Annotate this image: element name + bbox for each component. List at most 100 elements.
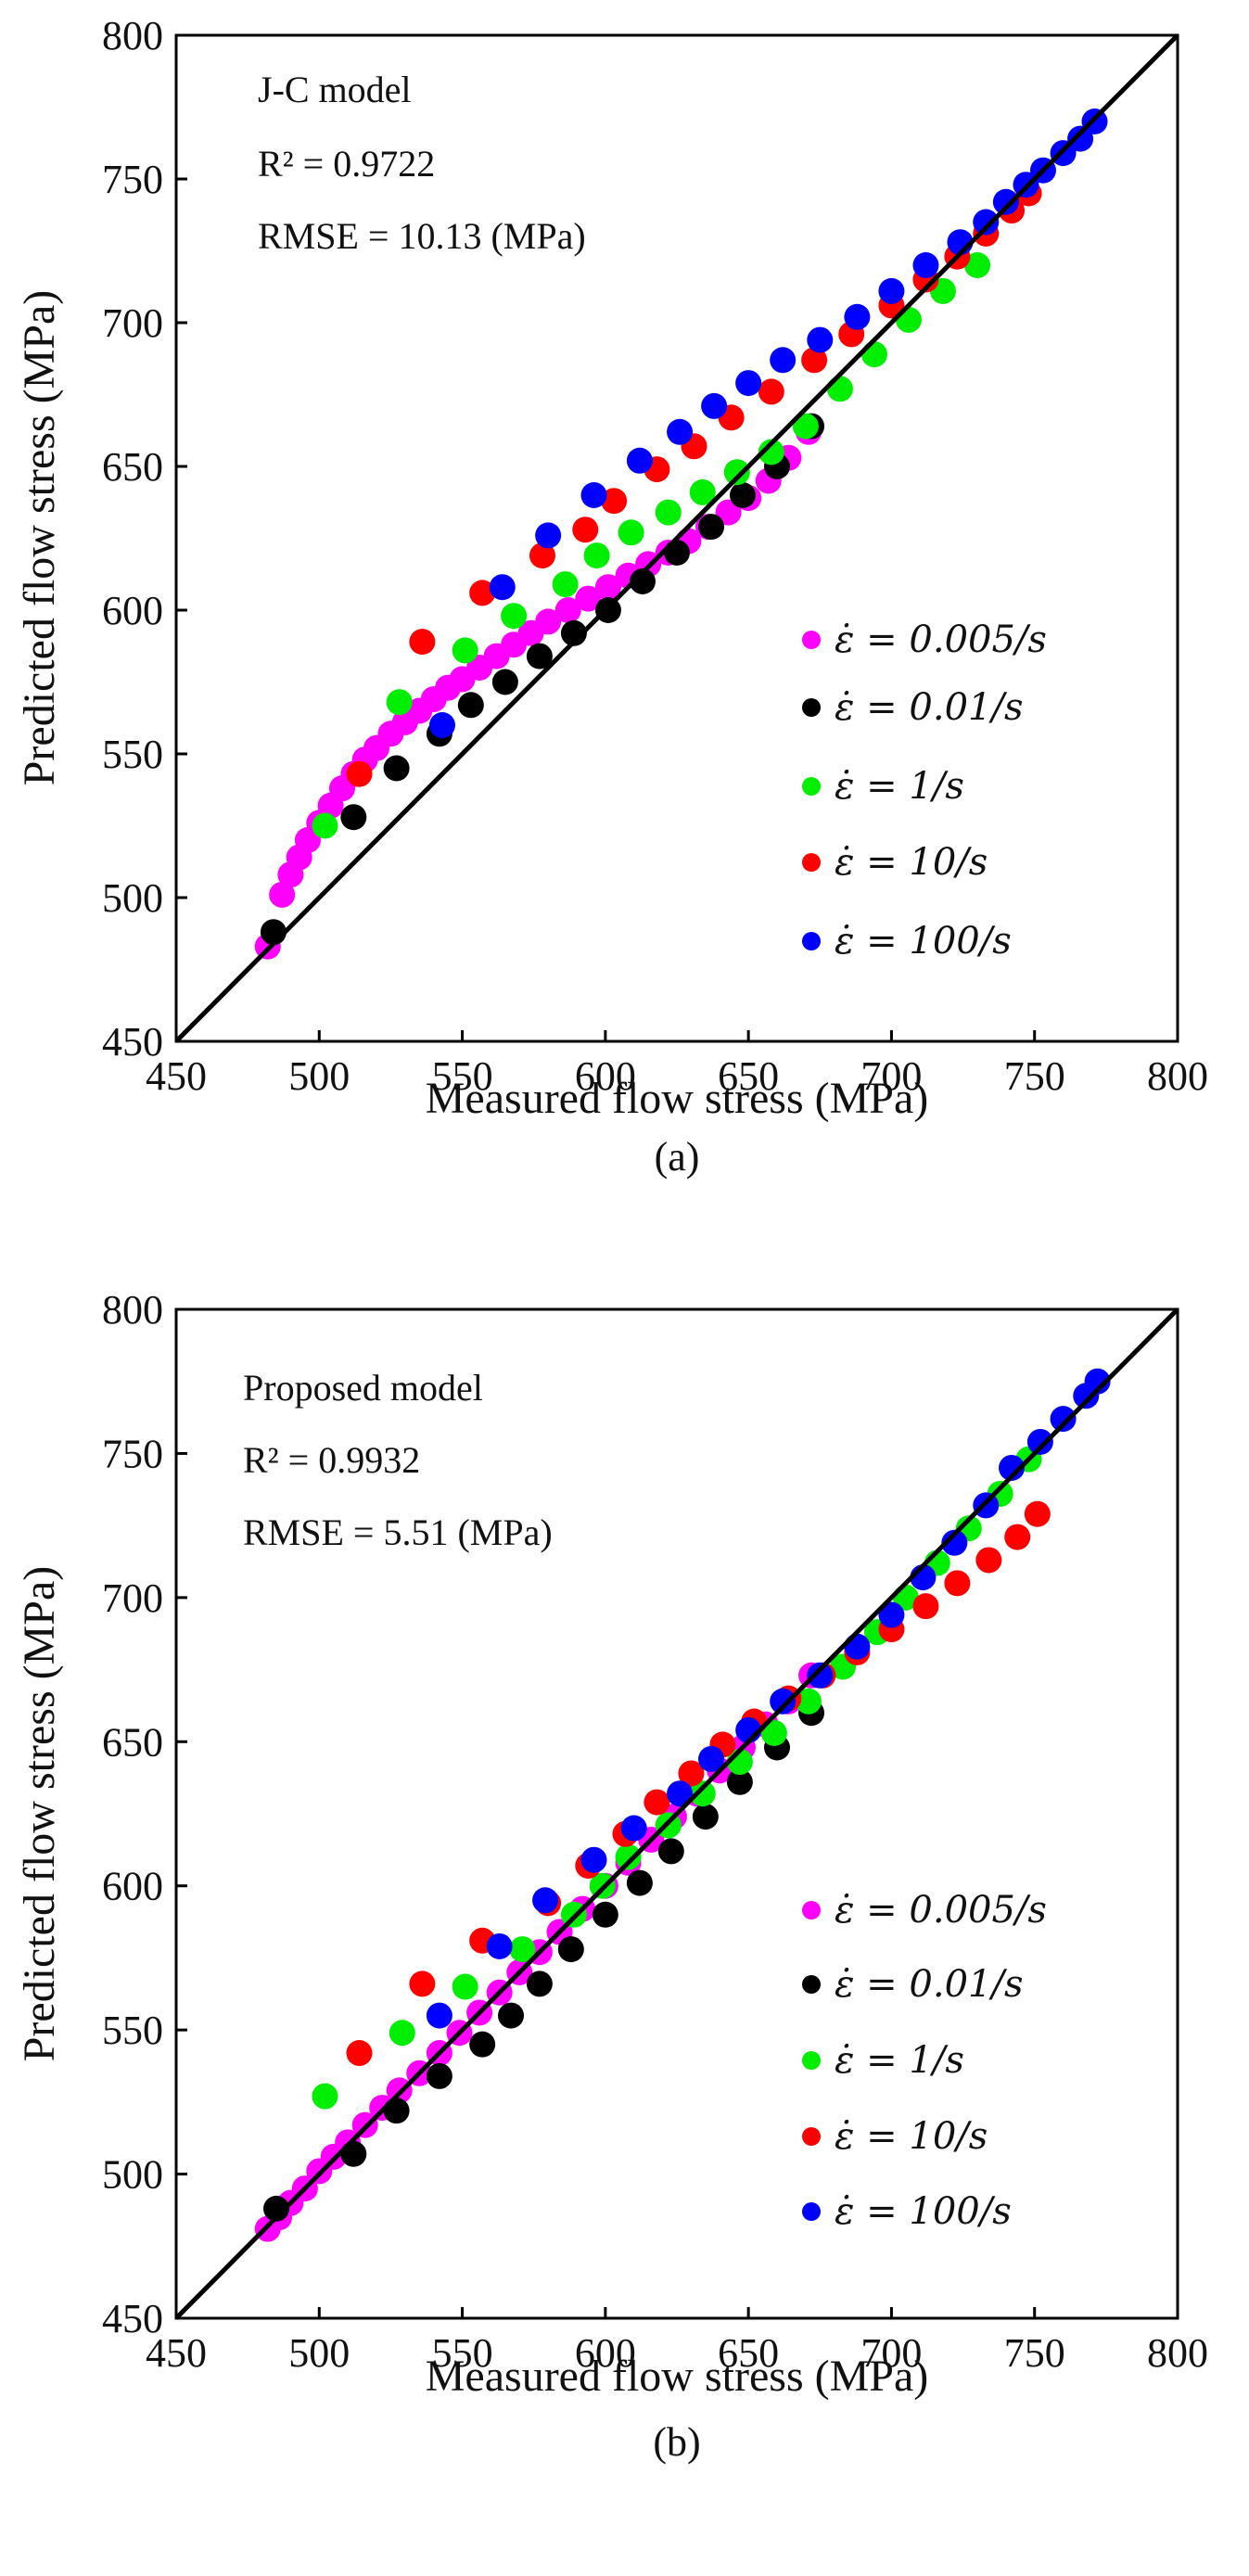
point-b-s4-10 [844, 1633, 871, 1660]
point-a-s4-7 [735, 370, 762, 397]
annotation-rmse-b: RMSE = 5.51 (MPa) [243, 1511, 553, 1553]
point-a-s4-15 [992, 188, 1019, 215]
point-b-s1-3 [426, 2062, 452, 2089]
annotation-model-b: Proposed model [243, 1367, 483, 1409]
point-a-s4-8 [770, 347, 797, 374]
point-b-s4-3 [580, 1846, 607, 1873]
point-a-s4-6 [701, 392, 728, 419]
point-b-s2-0 [312, 2083, 338, 2110]
point-b-s1-8 [592, 1901, 618, 1928]
x-tick-label-b-6: 750 [1004, 2330, 1065, 2376]
point-a-s1-2 [383, 755, 410, 782]
x-axis-title-b: Measured flow stress (MPa) [426, 2352, 929, 2401]
point-b-s3-18 [1024, 1500, 1051, 1527]
legend-marker-a-2 [802, 777, 821, 796]
point-b-s1-11 [692, 1804, 719, 1830]
x-tick-label-a-2: 550 [432, 1053, 493, 1099]
point-b-s1-6 [526, 1970, 553, 1997]
point-a-s2-10 [758, 439, 784, 465]
point-a-s2-5 [583, 542, 610, 569]
point-b-s3-15 [944, 1570, 971, 1597]
point-a-s4-2 [535, 522, 562, 549]
legend-label-a-3: ε̇ = 10/s [835, 841, 988, 884]
legend-marker-a-1 [802, 698, 821, 717]
point-a-s0-30 [715, 499, 742, 526]
point-a-s4-1 [489, 574, 516, 601]
point-a-s2-7 [655, 499, 682, 526]
legend-label-b-0: ε̇ = 0.005/s [835, 1889, 1047, 1932]
y-tick-label-b-2: 550 [102, 2008, 163, 2053]
reference-line-a [174, 33, 1179, 1043]
y-tick-label-b-5: 700 [102, 1575, 163, 1621]
point-b-s1-12 [726, 1768, 753, 1795]
x-tick-label-b-5: 700 [860, 2330, 922, 2376]
point-a-s4-5 [667, 418, 694, 445]
point-a-s3-0 [346, 760, 373, 787]
legend-marker-a-4 [802, 932, 821, 950]
ticks-b: 450 500 550 600 650 700 750 800 450 500 550 600 650 7… [102, 1287, 1208, 2376]
point-b-s2-1 [389, 2020, 415, 2047]
y-tick-label-a-0: 450 [102, 1019, 163, 1065]
point-a-s2-3 [501, 603, 528, 630]
x-tick-label-a-4: 650 [718, 1053, 779, 1099]
y-tick-label-a-1: 500 [102, 875, 163, 921]
y-tick-label-b-7: 800 [102, 1287, 163, 1333]
point-b-s2-3 [509, 1936, 536, 1963]
reference-line-b [174, 1307, 1179, 2320]
x-tick-label-a-1: 500 [288, 1053, 350, 1099]
y-axis-title-b: Predicted flow stress (MPa) [15, 1566, 64, 2062]
point-b-s4-13 [941, 1529, 968, 1556]
x-tick-label-b-3: 600 [575, 2330, 636, 2376]
y-tick-label-a-7: 800 [102, 13, 163, 58]
point-b-s4-8 [770, 1688, 797, 1715]
point-a-s2-9 [723, 459, 750, 486]
annotation-rmse-a: RMSE = 10.13 (MPa) [258, 215, 586, 257]
point-a-s1-11 [698, 514, 725, 541]
legend-a: ε̇ = 0.005/s ε̇ = 0.01/s ε̇ = 1/s ε̇ = 1… [802, 618, 1047, 963]
point-a-s1-7 [560, 619, 587, 646]
y-tick-label-a-4: 650 [102, 444, 163, 490]
point-a-s0-21 [535, 608, 562, 635]
legend-label-a-1: ε̇ = 0.01/s [835, 686, 1023, 729]
y-tick-label-a-6: 750 [102, 157, 163, 202]
point-b-s3-6 [644, 1789, 670, 1816]
point-a-s1-12 [729, 482, 756, 508]
point-a-s3-2 [469, 580, 496, 606]
point-a-s0-22 [554, 597, 581, 623]
point-a-s2-0 [312, 812, 338, 839]
plot-frame-a [174, 33, 1179, 1043]
legend-label-a-4: ε̇ = 100/s [835, 920, 1012, 963]
point-a-s1-10 [664, 540, 690, 566]
plot-frame-b [174, 1307, 1179, 2320]
point-b-s4-1 [486, 1932, 513, 1959]
point-a-s1-4 [457, 692, 484, 719]
legend-marker-a-3 [802, 853, 821, 872]
point-a-s1-5 [491, 669, 518, 695]
y-tick-label-a-5: 700 [102, 300, 163, 346]
point-b-s2-2 [452, 1973, 478, 2000]
x-tick-label-a-5: 700 [860, 1053, 922, 1099]
x-tick-label-a-3: 600 [575, 1053, 636, 1099]
point-a-s1-9 [629, 568, 656, 594]
point-b-s2-6 [615, 1843, 642, 1870]
point-b-s3-14 [912, 1593, 939, 1620]
point-a-s3-9 [758, 378, 784, 405]
point-a-s2-12 [826, 376, 853, 402]
y-tick-label-a-3: 600 [102, 588, 163, 633]
point-a-s4-14 [973, 209, 1000, 236]
annotation-model-a: J-C model [258, 69, 412, 110]
point-b-s1-7 [557, 1936, 584, 1963]
point-b-s1-1 [340, 2140, 367, 2167]
point-b-s4-15 [999, 1454, 1026, 1481]
scatter-marks-a [254, 108, 1108, 960]
legend-label-b-1: ε̇ = 0.01/s [835, 1963, 1023, 2006]
point-b-s2-10 [760, 1719, 787, 1746]
x-tick-label-b-7: 800 [1147, 2330, 1208, 2376]
point-b-s1-0 [263, 2195, 289, 2222]
x-tick-label-b-0: 450 [146, 2330, 207, 2376]
point-a-s4-12 [912, 252, 939, 278]
legend-marker-b-0 [802, 1901, 821, 1919]
x-tick-label-a-6: 750 [1004, 1053, 1065, 1099]
annotation-r2-a: R² = 0.9722 [258, 143, 435, 185]
